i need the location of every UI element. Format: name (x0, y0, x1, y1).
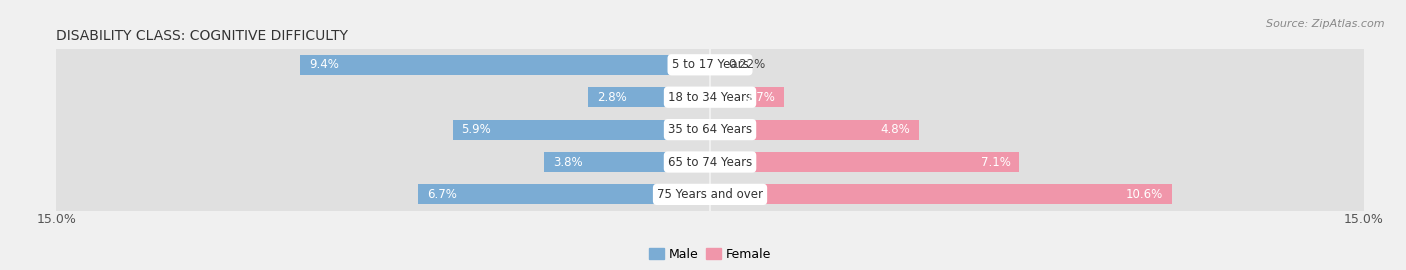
Legend: Male, Female: Male, Female (644, 243, 776, 266)
Bar (710, 184, 1173, 204)
Text: 65 to 74 Years: 65 to 74 Years (668, 156, 752, 168)
Text: 0.22%: 0.22% (728, 58, 766, 71)
Text: 3.8%: 3.8% (553, 156, 582, 168)
Text: 75 Years and over: 75 Years and over (657, 188, 763, 201)
Text: 35 to 64 Years: 35 to 64 Years (668, 123, 752, 136)
Bar (710, 152, 1019, 172)
Text: Source: ZipAtlas.com: Source: ZipAtlas.com (1267, 19, 1385, 29)
Text: 4.8%: 4.8% (880, 123, 911, 136)
Text: 2.8%: 2.8% (596, 91, 627, 104)
Text: 6.7%: 6.7% (427, 188, 457, 201)
Bar (56, 146, 1364, 178)
Text: 5 to 17 Years: 5 to 17 Years (672, 58, 748, 71)
Text: 9.4%: 9.4% (309, 58, 339, 71)
Bar (544, 152, 710, 172)
Bar (301, 55, 710, 75)
Bar (710, 120, 920, 140)
Text: 5.9%: 5.9% (461, 123, 491, 136)
Text: 18 to 34 Years: 18 to 34 Years (668, 91, 752, 104)
Bar (453, 120, 710, 140)
Bar (56, 81, 1364, 113)
Bar (588, 87, 710, 107)
Bar (710, 55, 720, 75)
Bar (56, 178, 1364, 211)
Text: DISABILITY CLASS: COGNITIVE DIFFICULTY: DISABILITY CLASS: COGNITIVE DIFFICULTY (56, 29, 349, 43)
Bar (56, 113, 1364, 146)
Text: 7.1%: 7.1% (981, 156, 1011, 168)
Bar (418, 184, 710, 204)
Bar (56, 49, 1364, 81)
Bar (710, 87, 785, 107)
Text: 10.6%: 10.6% (1126, 188, 1163, 201)
Text: 1.7%: 1.7% (745, 91, 776, 104)
